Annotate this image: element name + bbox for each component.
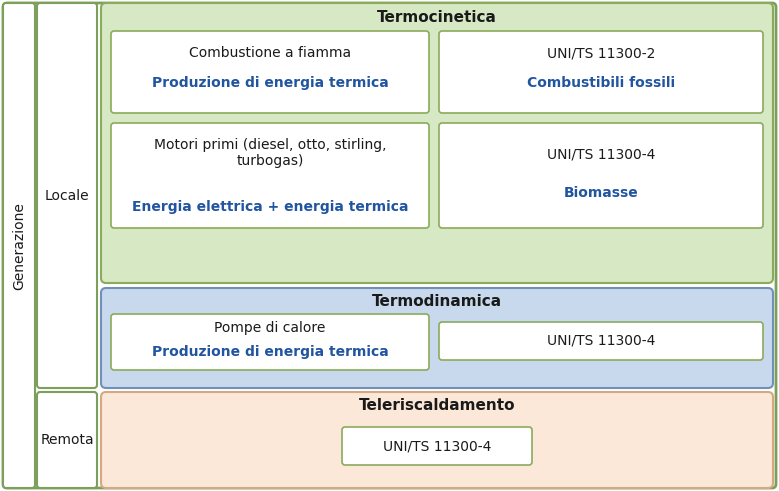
Text: Energia elettrica + energia termica: Energia elettrica + energia termica — [132, 200, 408, 214]
Text: Motori primi (diesel, otto, stirling,
turbogas): Motori primi (diesel, otto, stirling, tu… — [153, 138, 386, 168]
FancyBboxPatch shape — [3, 3, 35, 488]
FancyBboxPatch shape — [101, 288, 773, 388]
FancyBboxPatch shape — [342, 427, 532, 465]
Text: UNI/TS 11300-4: UNI/TS 11300-4 — [382, 439, 492, 453]
Text: UNI/TS 11300-4: UNI/TS 11300-4 — [547, 148, 655, 162]
FancyBboxPatch shape — [439, 322, 763, 360]
FancyBboxPatch shape — [3, 3, 776, 488]
Text: Remota: Remota — [41, 433, 93, 447]
Text: Locale: Locale — [44, 189, 90, 202]
Text: Biomasse: Biomasse — [564, 186, 638, 200]
Text: UNI/TS 11300-4: UNI/TS 11300-4 — [547, 334, 655, 348]
Text: Pompe di calore: Pompe di calore — [214, 321, 326, 335]
FancyBboxPatch shape — [111, 314, 429, 370]
Text: Produzione di energia termica: Produzione di energia termica — [152, 345, 389, 359]
Text: Combustibili fossili: Combustibili fossili — [527, 76, 675, 90]
Text: Termocinetica: Termocinetica — [377, 9, 497, 25]
FancyBboxPatch shape — [101, 392, 773, 488]
FancyBboxPatch shape — [111, 123, 429, 228]
Text: Teleriscaldamento: Teleriscaldamento — [359, 399, 515, 413]
Text: Termodinamica: Termodinamica — [372, 294, 502, 308]
Text: Combustione a fiamma: Combustione a fiamma — [189, 46, 351, 60]
FancyBboxPatch shape — [101, 3, 773, 283]
FancyBboxPatch shape — [111, 31, 429, 113]
Text: Produzione di energia termica: Produzione di energia termica — [152, 76, 389, 90]
FancyBboxPatch shape — [439, 31, 763, 113]
Text: Generazione: Generazione — [12, 202, 26, 290]
FancyBboxPatch shape — [37, 392, 97, 488]
FancyBboxPatch shape — [439, 123, 763, 228]
Text: UNI/TS 11300-2: UNI/TS 11300-2 — [547, 46, 655, 60]
FancyBboxPatch shape — [37, 3, 97, 388]
